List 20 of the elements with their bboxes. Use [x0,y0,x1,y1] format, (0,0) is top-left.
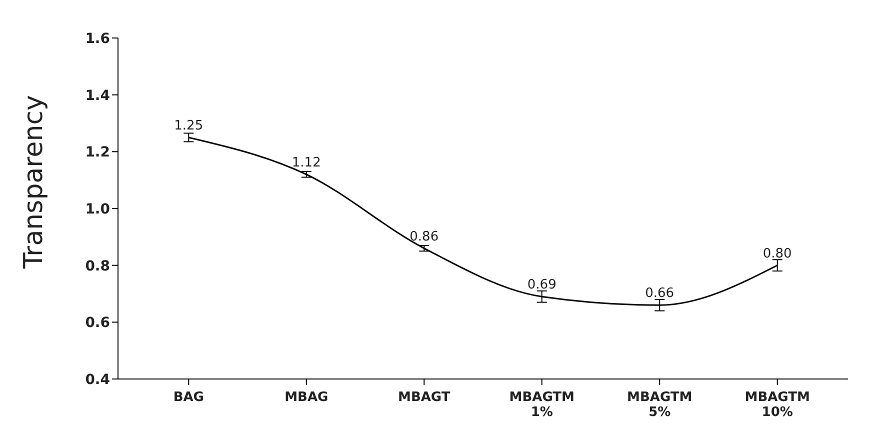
data-label: 0.66 [645,286,674,302]
data-label: 1.12 [292,155,321,170]
x-tick-label: MBAGTM 5% [627,390,692,420]
y-tick-label: 0.4 [85,372,110,388]
y-tick-label: 0.8 [85,258,110,274]
data-label: 0.69 [527,278,556,293]
y-tick-label: 1.6 [85,30,110,47]
x-tick-label: BAG [173,390,204,405]
x-tick-label: MBAGTM 10% [744,390,810,420]
y-tick-label: 1.4 [85,88,110,104]
x-tick-label: MBAG [284,390,328,405]
y-tick-label: 1.0 [85,201,110,218]
data-label: 0.80 [762,246,792,262]
data-label: 1.25 [174,118,204,134]
x-tick-label: MBAGT [398,390,450,405]
y-tick-label: 1.2 [85,144,110,161]
data-label: 0.86 [410,229,439,244]
y-tick-label: 0.6 [85,315,110,332]
y-axis-title: Transparency [19,95,50,270]
x-tick-label: MBAGTM 1% [509,390,574,420]
